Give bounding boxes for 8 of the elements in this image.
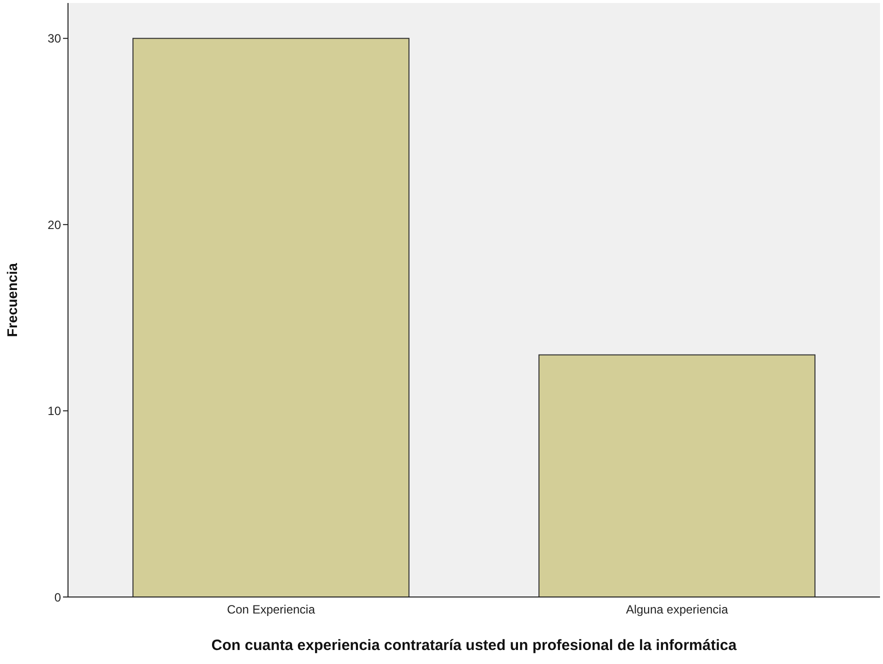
y-tick-label: 10 (48, 404, 62, 418)
y-tick-label: 30 (48, 32, 62, 46)
x-tick-label: Con Experiencia (226, 602, 316, 617)
x-axis-title: Con cuanta experiencia contrataría usted un profesional de la informática (211, 637, 738, 654)
y-tick-label: 20 (48, 218, 62, 232)
y-tick-label: 0 (54, 590, 62, 604)
y-axis-title: Frecuencia (4, 262, 20, 337)
x-tick-label: Alguna experiencia (626, 602, 728, 617)
